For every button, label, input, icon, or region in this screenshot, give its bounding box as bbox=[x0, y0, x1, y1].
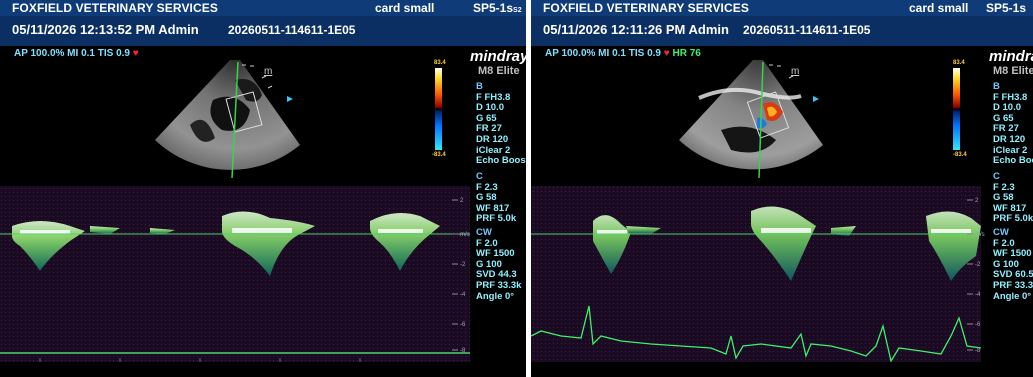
param-value: WF 1500 bbox=[476, 248, 515, 260]
model-name: M8 Elite bbox=[478, 65, 520, 77]
ecg-trace bbox=[531, 305, 982, 362]
param-value: WF 817 bbox=[476, 202, 510, 214]
ultrasound-panel-left: FOXFIELD VETERINARY SERVICES card small … bbox=[0, 0, 526, 377]
probe-label: SP5-1s bbox=[986, 1, 1027, 15]
param-value: F 2.3 bbox=[993, 181, 1015, 193]
focus-marker-icon bbox=[813, 96, 819, 102]
heart-icon: ♥ bbox=[663, 48, 670, 59]
header-bar bbox=[531, 0, 1033, 16]
velocity-tick: -8 bbox=[975, 348, 981, 354]
param-value: iClear 2 bbox=[993, 144, 1028, 156]
velocity-unit: m/s bbox=[975, 232, 985, 238]
exam-id: 20260511-114611-1E05 bbox=[228, 23, 356, 37]
preset-label: card small bbox=[909, 1, 969, 15]
exam-id: 20260511-114611-1E05 bbox=[743, 23, 871, 37]
param-value: WF 817 bbox=[993, 202, 1027, 214]
velocity-tick: -2 bbox=[460, 262, 466, 268]
param-mode-header: C bbox=[993, 171, 1000, 182]
param-mode-header: B bbox=[476, 81, 483, 92]
param-value: F 2.0 bbox=[993, 237, 1015, 249]
param-value: PRF 5.0k bbox=[476, 213, 517, 225]
param-value: WF 1500 bbox=[993, 248, 1032, 260]
param-mode-header: CW bbox=[476, 227, 492, 238]
param-value: DR 120 bbox=[476, 133, 509, 145]
param-value: PRF 33.3k bbox=[993, 279, 1033, 291]
velocity-tick: 2 bbox=[460, 198, 464, 204]
b-mode-sector: m bbox=[155, 60, 300, 179]
velocity-tick: -4 bbox=[975, 292, 981, 298]
param-value: iClear 2 bbox=[476, 144, 511, 156]
brand-logo: mindray bbox=[989, 48, 1033, 65]
header-bar bbox=[0, 0, 526, 16]
param-value: Angle 0° bbox=[993, 290, 1032, 302]
brand-logo: mindray bbox=[470, 48, 526, 65]
panel-divider bbox=[526, 0, 531, 377]
param-value: Echo Boost bbox=[476, 155, 526, 167]
param-value: G 58 bbox=[476, 192, 497, 204]
clinic-name: FOXFIELD VETERINARY SERVICES bbox=[12, 1, 218, 15]
exam-datetime: 05/11/2026 12:13:52 PM Admin bbox=[12, 22, 199, 37]
color-scale-bar bbox=[435, 68, 442, 150]
clinic-name: FOXFIELD VETERINARY SERVICES bbox=[543, 1, 749, 15]
param-value: D 10.0 bbox=[476, 102, 504, 114]
param-value: G 58 bbox=[993, 192, 1014, 204]
focus-marker-icon bbox=[287, 96, 293, 102]
param-value: PRF 5.0k bbox=[993, 213, 1033, 225]
param-value: FR 27 bbox=[476, 123, 502, 135]
param-mode-header: CW bbox=[993, 227, 1009, 238]
velocity-tick: -4 bbox=[460, 292, 466, 298]
color-scale-min: -83.4 bbox=[953, 152, 967, 158]
color-scale-bar bbox=[953, 68, 960, 150]
param-mode-header: C bbox=[476, 171, 483, 182]
color-scale-max: 83.4 bbox=[434, 60, 446, 66]
param-value: G 100 bbox=[476, 258, 502, 270]
param-value: DR 120 bbox=[993, 133, 1026, 145]
velocity-tick: -6 bbox=[975, 322, 981, 328]
cw-doppler-spectrum-ecg: 2 m/s -2 -4 -6 -8 bbox=[531, 186, 985, 362]
velocity-tick: -2 bbox=[975, 262, 981, 268]
param-value: G 65 bbox=[476, 112, 497, 124]
scale-marker: m bbox=[791, 66, 799, 77]
color-doppler-sector: m bbox=[679, 60, 823, 179]
heart-rate: HR 76 bbox=[672, 48, 701, 59]
cw-mode-params: CW F 2.0 WF 1500 G 100 SVD 44.3 PRF 33.3k Angl… bbox=[476, 227, 522, 302]
param-value: G 100 bbox=[993, 258, 1019, 270]
exam-datetime: 05/11/2026 12:11:26 PM Admin bbox=[543, 22, 729, 37]
heart-icon: ♥ bbox=[132, 48, 139, 59]
acoustic-power: AP 100.0% MI 0.1 TIS 0.9 ♥ bbox=[14, 48, 139, 59]
info-bar bbox=[531, 16, 1033, 46]
ultrasound-panel-right: FOXFIELD VETERINARY SERVICES card small … bbox=[531, 0, 1033, 377]
acoustic-power: AP 100.0% MI 0.1 TIS 0.9 ♥ HR 76 bbox=[545, 48, 701, 59]
info-bar bbox=[0, 16, 526, 46]
param-value: F 2.0 bbox=[476, 237, 498, 249]
param-value: SVD 60.5 bbox=[993, 269, 1033, 281]
param-mode-header: B bbox=[993, 81, 1000, 92]
param-value: F 2.3 bbox=[476, 181, 498, 193]
param-value: G 65 bbox=[993, 112, 1014, 124]
preset-label: card small bbox=[375, 1, 435, 15]
param-value: D 10.0 bbox=[993, 102, 1021, 114]
color-scale-max: 83.4 bbox=[953, 60, 965, 66]
param-value: Echo Boost bbox=[993, 155, 1033, 167]
probe-label: SP5-1sS2 bbox=[473, 1, 522, 15]
param-value: FR 27 bbox=[993, 123, 1019, 135]
param-value: Angle 0° bbox=[476, 290, 515, 302]
velocity-tick: 2 bbox=[975, 198, 979, 204]
scale-marker: m bbox=[264, 66, 272, 77]
velocity-tick: -8 bbox=[460, 348, 466, 354]
param-value: PRF 33.3k bbox=[476, 279, 522, 291]
velocity-tick: -6 bbox=[460, 322, 466, 328]
model-name: M8 Elite bbox=[993, 65, 1033, 77]
param-value: SVD 44.3 bbox=[476, 269, 517, 281]
param-value: F FH3.8 bbox=[476, 91, 511, 103]
color-scale-min: -83.4 bbox=[432, 152, 446, 158]
velocity-unit: m/s bbox=[460, 232, 470, 238]
cw-doppler-spectrum: 2 m/s -2 -4 -6 -8 bbox=[0, 186, 470, 362]
param-value: F FH3.8 bbox=[993, 91, 1028, 103]
